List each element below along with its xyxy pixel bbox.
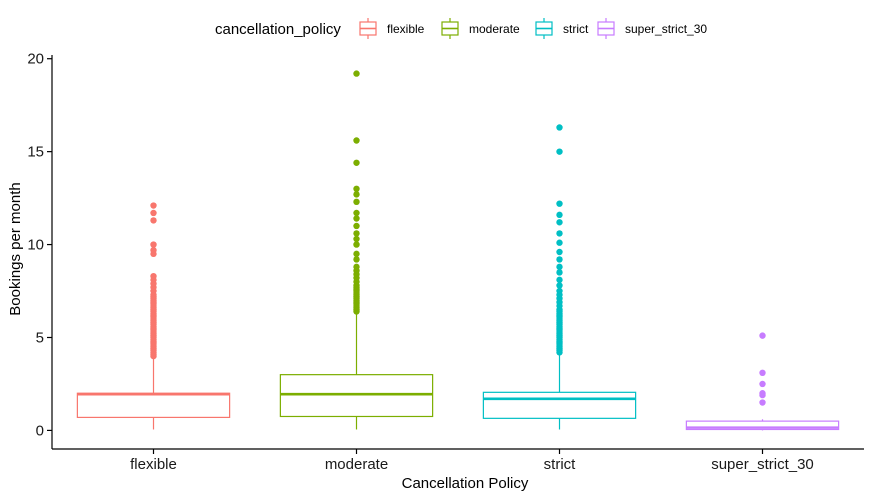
outlier-point bbox=[353, 222, 360, 230]
outlier-point bbox=[556, 269, 563, 276]
x-tick-label: strict bbox=[544, 456, 576, 473]
outlier-point bbox=[759, 369, 766, 377]
outlier-point bbox=[556, 124, 563, 131]
legend-item-moderate: moderate bbox=[441, 18, 520, 39]
outlier-point bbox=[759, 380, 766, 388]
y-tick-label: 15 bbox=[27, 144, 44, 161]
y-tick-label: 0 bbox=[36, 422, 44, 439]
box-flexible bbox=[76, 202, 231, 430]
box-super_strict_30 bbox=[685, 332, 840, 431]
outlier-point bbox=[150, 217, 157, 224]
outlier-point bbox=[556, 248, 563, 256]
legend-item-super_strict_30: super_strict_30 bbox=[597, 18, 707, 39]
box-iqr bbox=[76, 392, 231, 419]
x-tick-label: moderate bbox=[325, 456, 388, 473]
legend-key bbox=[535, 18, 553, 39]
x-tick-label: flexible bbox=[130, 456, 177, 473]
outlier-point bbox=[556, 219, 563, 226]
outlier-point bbox=[150, 202, 157, 209]
outlier-point bbox=[556, 230, 563, 237]
outlier-point bbox=[150, 209, 157, 217]
outlier-point bbox=[556, 148, 563, 155]
y-tick-label: 5 bbox=[36, 329, 44, 346]
outlier-point bbox=[353, 215, 360, 222]
legend-item-flexible: flexible bbox=[359, 18, 425, 39]
outlier-point bbox=[556, 256, 563, 263]
outlier-point bbox=[556, 239, 563, 246]
x-axis-title: Cancellation Policy bbox=[402, 475, 529, 492]
outlier-point bbox=[353, 235, 360, 243]
outlier-point bbox=[353, 185, 360, 193]
outlier-point bbox=[353, 159, 360, 166]
outlier-point bbox=[759, 332, 766, 339]
outlier-point bbox=[353, 241, 360, 248]
box-iqr bbox=[685, 420, 840, 431]
box-strict bbox=[482, 124, 637, 430]
outlier-point bbox=[353, 209, 360, 217]
outlier-point bbox=[556, 200, 563, 207]
y-tick-label: 20 bbox=[27, 51, 44, 68]
outlier-point bbox=[556, 263, 563, 271]
outlier-point bbox=[556, 276, 563, 284]
outlier-point bbox=[556, 211, 563, 219]
outlier-point bbox=[353, 256, 360, 263]
outlier-point bbox=[353, 230, 360, 237]
legend-label: flexible bbox=[387, 22, 425, 36]
outlier-point bbox=[353, 191, 360, 198]
box-iqr bbox=[482, 391, 637, 419]
outlier-point bbox=[353, 137, 360, 144]
outlier-point bbox=[150, 272, 157, 280]
outlier-point bbox=[150, 241, 157, 248]
box-iqr bbox=[279, 374, 434, 418]
outlier-point bbox=[556, 282, 563, 289]
legend-label: super_strict_30 bbox=[625, 22, 707, 36]
outlier-point bbox=[759, 390, 766, 397]
y-axis-title: Bookings per month bbox=[7, 182, 24, 315]
legend: cancellation_policy flexible moderate stri… bbox=[215, 18, 707, 39]
legend-label: moderate bbox=[469, 22, 520, 36]
outlier-point bbox=[353, 263, 360, 271]
outlier-point bbox=[353, 198, 360, 206]
outlier-point bbox=[556, 287, 563, 295]
outlier-point bbox=[353, 250, 360, 258]
outlier-point bbox=[150, 246, 157, 254]
legend-key bbox=[441, 18, 459, 39]
legend-title: cancellation_policy bbox=[215, 21, 341, 38]
y-tick-label: 10 bbox=[27, 237, 44, 254]
legend-key bbox=[359, 18, 377, 39]
legend-item-strict: strict bbox=[535, 18, 589, 39]
plot-area: 0 5 10 15 20 flexible moderate strict super_str… bbox=[27, 51, 864, 473]
legend-key bbox=[597, 18, 615, 39]
box-moderate bbox=[279, 70, 434, 430]
outlier-point bbox=[353, 70, 360, 77]
legend-label: strict bbox=[563, 22, 589, 36]
outlier-point bbox=[759, 399, 766, 406]
x-tick-label: super_strict_30 bbox=[711, 456, 814, 473]
